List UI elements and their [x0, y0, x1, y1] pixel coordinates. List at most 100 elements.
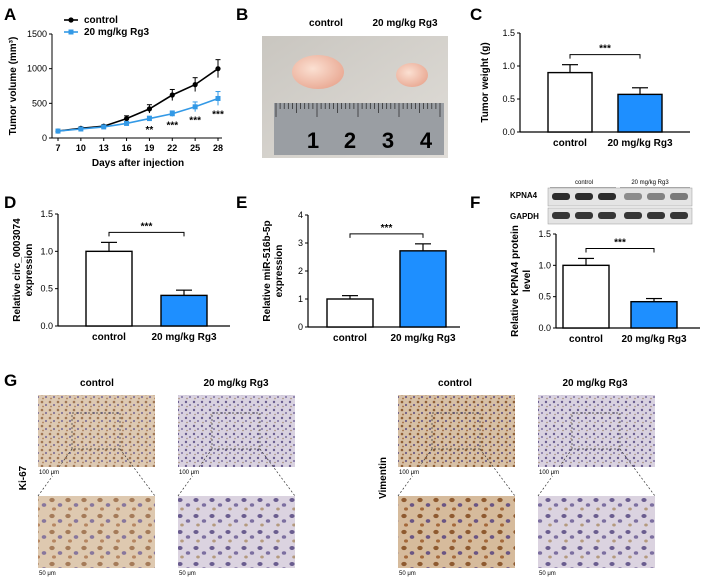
- blot-band-gapdh: [598, 212, 616, 219]
- y-tick-label: 1.5: [538, 229, 551, 239]
- scalebar-100um-3: 100 μm: [399, 470, 419, 476]
- significance-bracket: [585, 247, 655, 253]
- y-axis-title: Tumor weight (g): [480, 42, 491, 122]
- blot-band-kpna4: [575, 193, 593, 200]
- y-tick-label: 0.5: [40, 284, 53, 294]
- panel-label-a: A: [4, 5, 16, 24]
- y-tick-label: 4: [298, 210, 303, 220]
- data-point: [123, 115, 130, 122]
- ihc-image-ki67-control-high: [38, 496, 155, 568]
- legend-label: 20 mg/kg Rg3: [84, 27, 149, 38]
- y-tick-label: 1.0: [502, 61, 515, 71]
- ihc-image-ki67-rg3-high: [178, 496, 295, 568]
- row-marker-vimentin: Vimentin: [378, 457, 389, 499]
- y-axis-title: Relative KPNA4 protein: [510, 225, 521, 337]
- panel-label-b: B: [236, 5, 248, 24]
- y-tick-label: 1.0: [40, 246, 53, 256]
- series-line: [57, 97, 219, 132]
- panel-label-d: D: [4, 193, 16, 212]
- panel-label-c: C: [470, 5, 482, 24]
- significance-mark: ***: [189, 116, 201, 127]
- western-blot: control 20 mg/kg Rg3 KPNA4 GAPDH: [510, 180, 693, 225]
- x-tick-label: 7: [55, 143, 60, 153]
- bar: [399, 250, 447, 328]
- chart-f-kpna4-level: 0.0 0.5 1.0 1.5 control 20 mg/kg Rg3 *** Relati…: [510, 225, 700, 345]
- bar: [326, 298, 374, 328]
- category-label: 20 mg/kg Rg3: [390, 333, 455, 344]
- blot-band-kpna4: [670, 193, 688, 200]
- category-label: control: [569, 334, 603, 345]
- tumor-treated: [396, 63, 428, 87]
- category-label: 20 mg/kg Rg3: [151, 332, 216, 343]
- ihc-title-vim-rg3: 20 mg/kg Rg3: [562, 378, 627, 389]
- significance-mark: ***: [141, 221, 153, 232]
- ruler-number-2: 2: [344, 128, 356, 153]
- bar: [160, 294, 208, 327]
- ruler: [274, 103, 444, 155]
- significance-mark: **: [146, 125, 154, 136]
- chart-d-circ-expression: 0.0 0.5 1.0 1.5 control 20 mg/kg Rg3 *** Relati…: [12, 209, 230, 343]
- blot-band-gapdh: [647, 212, 665, 219]
- data-point: [78, 126, 84, 132]
- y-axis-title: expression: [274, 245, 285, 298]
- bar: [617, 93, 663, 133]
- significance-mark: ***: [614, 237, 626, 248]
- ihc-image-vim-control-high: [398, 496, 515, 568]
- ihc-image-ki67-control-low: [38, 395, 155, 467]
- bar: [85, 250, 133, 327]
- x-tick-label: 28: [213, 143, 223, 153]
- blot-band-kpna4: [647, 193, 665, 200]
- significance-bracket: [108, 231, 185, 237]
- category-label: 20 mg/kg Rg3: [607, 138, 672, 149]
- category-label: control: [92, 332, 126, 343]
- x-tick-label: 22: [167, 143, 177, 153]
- bar: [547, 71, 593, 133]
- y-tick-label: 0: [42, 133, 47, 143]
- photo-label-control: control: [309, 18, 343, 29]
- y-tick-label: 0.5: [538, 292, 551, 302]
- data-point: [55, 128, 61, 134]
- y-tick-label: 2: [298, 266, 303, 276]
- x-tick-label: 13: [99, 143, 109, 153]
- ihc-image-vim-rg3-high: [538, 496, 655, 568]
- blot-band-kpna4: [624, 193, 642, 200]
- y-axis-title-a: Tumor volume (mm³): [8, 37, 19, 136]
- y-tick-label: 1.5: [40, 209, 53, 219]
- ruler-number-1: 1: [307, 128, 319, 153]
- blot-band-gapdh: [552, 212, 570, 219]
- data-point: [146, 116, 152, 122]
- ruler-number-4: 4: [420, 128, 433, 153]
- ihc-title-vim-control: control: [438, 378, 472, 389]
- ruler-number-3: 3: [382, 128, 394, 153]
- significance-bracket: [569, 54, 641, 59]
- blot-band-kpna4: [598, 193, 616, 200]
- x-tick-label: 10: [76, 143, 86, 153]
- scalebar-50um-2: 50 μm: [179, 571, 196, 577]
- scalebar-100um-2: 100 μm: [179, 470, 199, 476]
- data-point: [169, 111, 175, 117]
- data-point: [215, 95, 221, 101]
- data-point: [192, 82, 198, 88]
- blot-band-kpna4: [552, 193, 570, 200]
- legend-label: control: [84, 15, 118, 26]
- data-point: [124, 120, 130, 126]
- x-axis-title-a: Days after injection: [92, 158, 184, 169]
- tumor-control: [292, 55, 344, 89]
- y-axis-title: Relative circ_0003074: [12, 218, 23, 322]
- y-tick-label: 1.5: [502, 28, 515, 38]
- data-point: [215, 66, 221, 72]
- scalebar-50um-4: 50 μm: [539, 571, 556, 577]
- photo-label-rg3: 20 mg/kg Rg3: [372, 18, 437, 29]
- y-tick-label: 0: [298, 322, 303, 332]
- x-tick-label: 19: [144, 143, 154, 153]
- legend-marker: [68, 17, 74, 23]
- y-axis-title: level: [522, 270, 533, 292]
- blot-band-gapdh: [670, 212, 688, 219]
- y-tick-label: 1000: [27, 64, 47, 74]
- blot-row-gapdh: GAPDH: [510, 212, 539, 221]
- scalebar-100um-4: 100 μm: [539, 470, 559, 476]
- ihc-image-ki67-rg3-low: [178, 395, 295, 467]
- legend-marker: [68, 29, 74, 35]
- y-tick-label: 1500: [27, 29, 47, 39]
